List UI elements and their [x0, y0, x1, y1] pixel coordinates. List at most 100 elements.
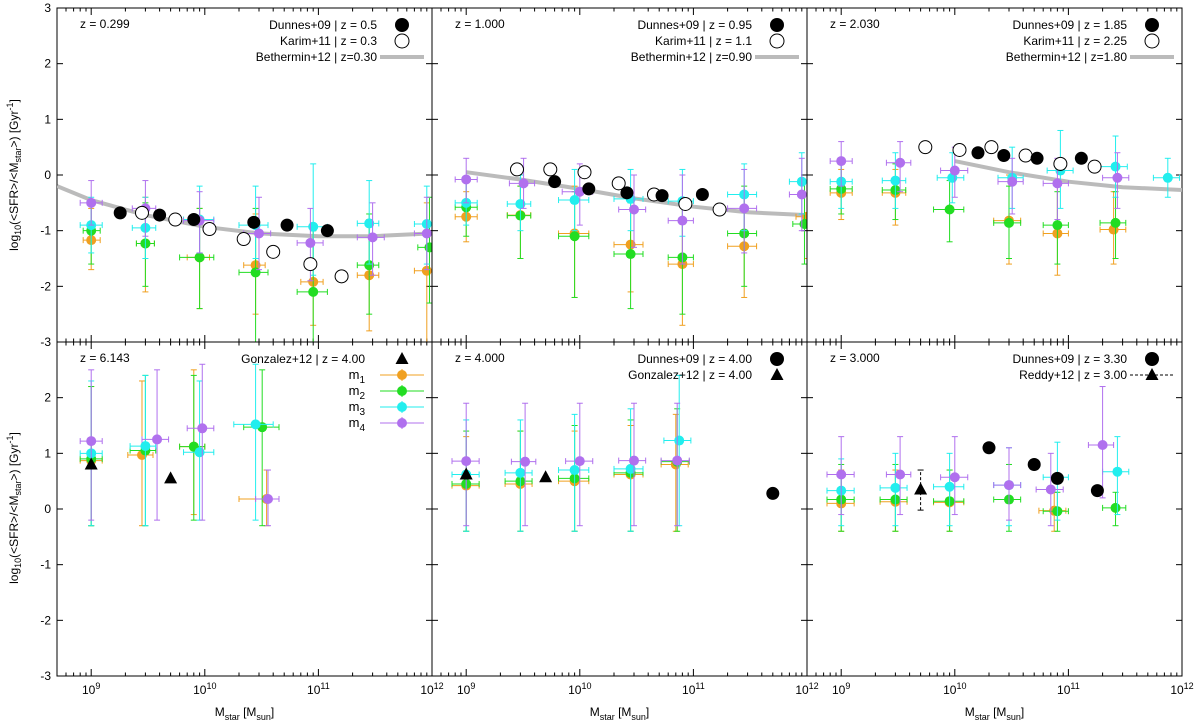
panel-z4000: 109 1010 1011 1012 Mstar [Msun] z = 4.000 Dunn…: [431, 341, 819, 721]
x-tick-label: 1012: [420, 681, 443, 697]
m4-point: [618, 174, 647, 248]
m3-point: [356, 180, 380, 265]
dunnes-marker: [695, 187, 709, 201]
legend-label: Reddy+12 | z = 3.00: [1019, 368, 1127, 382]
legend-m1-symbol: [397, 370, 407, 380]
m4-point: [186, 363, 215, 521]
legend: Dunnes+09 | z = 4.00 Gonzalez+12 | z = 4.…: [628, 352, 784, 382]
karim-marker: [236, 232, 251, 247]
m4-point: [243, 196, 272, 271]
m3-point: [506, 174, 532, 232]
data-layer: [826, 386, 1130, 532]
m4-point: [993, 447, 1022, 521]
m2-point: [993, 185, 1022, 259]
legend: Dunnes+09 | z = 3.30 Reddy+12 | z = 3.00: [1012, 352, 1174, 382]
m3-marker: [140, 441, 151, 452]
y-tick-label: -2: [40, 279, 51, 293]
m4-point: [788, 157, 807, 232]
m2-marker: [1052, 220, 1063, 231]
m2-marker: [569, 231, 580, 242]
x-tick-label: 109: [82, 681, 100, 697]
legend-gonzalez-symbol: [770, 368, 784, 380]
panel-z6143: -3 -2 -1 0 1 2 109 1010 1011 1012 Mstar [Msun] z = …: [40, 341, 444, 721]
m4-point: [1035, 452, 1064, 527]
legend-dunnes-symbol: [1145, 18, 1159, 32]
m2-point: [993, 463, 1022, 532]
m4-marker: [1112, 172, 1123, 183]
m2-point: [1099, 191, 1127, 259]
m4-point: [508, 157, 536, 209]
m4-point: [829, 141, 853, 187]
m4-marker: [677, 215, 688, 226]
y-tick-label: -3: [40, 335, 51, 349]
x-tick-label: 109: [832, 681, 850, 697]
dunnes-marker: [620, 186, 634, 200]
x-axis-label: Mstar [Msun]: [965, 705, 1025, 721]
m2-point: [727, 185, 758, 287]
m2-point: [660, 408, 690, 532]
x-tick-label: 1012: [795, 681, 818, 697]
legend-label: Gonzalez+12 | z = 4.00: [628, 368, 752, 382]
karim-marker: [678, 196, 693, 211]
y-tick-label: 1: [44, 112, 51, 126]
m4-marker: [739, 203, 750, 214]
m1-point: [238, 469, 280, 527]
legend-label: Karim+11 | z = 1.1: [655, 34, 752, 48]
karim-marker: [1053, 156, 1068, 171]
m4-marker: [518, 178, 529, 189]
panels: -3 -2 -1 0 1 2 3 z = 0.299 Dunnes+09 | z = 0.5 Ka…: [40, 1, 1193, 721]
m3-marker: [250, 419, 261, 430]
legend-karim-symbol: [1144, 33, 1160, 49]
m4-marker: [197, 423, 208, 434]
m3-point: [504, 419, 533, 532]
m2-marker: [1110, 502, 1121, 513]
m3-marker: [1110, 161, 1121, 172]
dunnes-marker: [582, 182, 596, 196]
legend-karim-symbol: [769, 33, 785, 49]
m4-marker: [949, 165, 960, 176]
legend-dunnes-symbol: [1145, 352, 1159, 366]
redshift-label: z = 4.000: [455, 351, 505, 365]
redshift-label: z = 3.000: [830, 351, 880, 365]
legend-reddy-symbol: [1145, 368, 1159, 380]
plot-frame: [431, 341, 808, 677]
m3-point: [881, 152, 907, 209]
m3-marker: [308, 221, 319, 232]
dunnes-marker: [153, 208, 167, 222]
m2-point: [179, 374, 206, 521]
m3-point: [613, 408, 644, 532]
m4-point: [618, 402, 647, 527]
legend-label: Bethermin+12 | z=0.30: [256, 50, 378, 64]
data-layer: [451, 374, 780, 532]
m4-marker: [1007, 176, 1018, 187]
m2-marker: [308, 286, 319, 297]
m4-marker: [86, 436, 97, 447]
data-layer: [829, 129, 1182, 276]
karim-marker: [509, 162, 524, 177]
m4-marker: [836, 156, 847, 167]
m4-marker: [895, 157, 906, 168]
panel-z0299: -3 -2 -1 0 1 2 3 z = 0.299 Dunnes+09 | z = 0.5 Ka…: [40, 1, 433, 349]
karim-marker: [918, 140, 933, 155]
legend: Dunnes+09 | z = 0.95 Karim+11 | z = 1.1 Be…: [631, 18, 799, 64]
m2-point: [506, 185, 532, 259]
m2-marker: [625, 249, 636, 260]
m2-point: [1042, 491, 1069, 532]
m4-marker: [253, 228, 264, 239]
m4-marker: [461, 456, 472, 467]
m4-point: [667, 174, 694, 265]
m1-point: [613, 425, 644, 532]
dunnes-marker: [655, 189, 669, 203]
m3-point: [1099, 135, 1128, 198]
legend-label: Bethermin+12 | z=0.90: [631, 50, 753, 64]
m4-point: [79, 369, 103, 521]
m3-marker: [1162, 172, 1173, 183]
dunnes-marker: [247, 215, 261, 229]
legend-label: m1: [349, 367, 366, 386]
m4-marker: [628, 455, 639, 466]
m3-marker: [944, 481, 955, 492]
dunnes-marker: [982, 441, 996, 455]
y-tick-label: 1: [44, 446, 51, 460]
